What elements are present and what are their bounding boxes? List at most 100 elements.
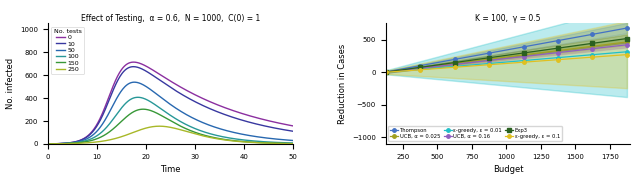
Exp3 [468, 59, 476, 61]
UCB, α = 0.16 [537, 53, 545, 56]
ε-greedy, ε = 0.1 [606, 55, 614, 57]
10 [130, 66, 138, 68]
UCB, α = 0.025 [433, 65, 441, 67]
ε-greedy, ε = 0.01 [572, 55, 579, 57]
10 [202, 106, 210, 108]
Exp3 [485, 57, 493, 59]
50 [131, 81, 138, 83]
ε-greedy, ε = 0.1 [502, 62, 510, 65]
ε-greedy, ε = 0.01 [399, 70, 407, 72]
UCB, α = 0.16 [416, 67, 424, 69]
Exp3 [589, 42, 596, 44]
100 [247, 140, 255, 142]
UCB, α = 0.16 [382, 71, 390, 73]
ε-greedy, ε = 0.01 [623, 51, 631, 53]
UCB, α = 0.16 [399, 69, 407, 71]
Thompson [502, 49, 510, 51]
100 [133, 96, 141, 98]
10 [289, 130, 296, 132]
Thompson [589, 33, 596, 35]
0 [44, 143, 52, 145]
ε-greedy, ε = 0.1 [554, 58, 562, 61]
50 [115, 93, 123, 96]
UCB, α = 0.025 [589, 45, 596, 47]
ε-greedy, ε = 0.01 [416, 68, 424, 70]
Thompson [382, 71, 390, 73]
Title: Effect of Testing,  α = 0.6,  N = 1000,  C(0) = 1: Effect of Testing, α = 0.6, N = 1000, C(… [81, 14, 260, 23]
ε-greedy, ε = 0.01 [502, 61, 510, 63]
10 [134, 66, 141, 68]
ε-greedy, ε = 0.1 [589, 56, 596, 58]
ε-greedy, ε = 0.1 [399, 70, 407, 72]
Thompson [433, 62, 441, 64]
250 [202, 136, 210, 138]
ε-greedy, ε = 0.1 [382, 71, 390, 73]
UCB, α = 0.16 [589, 48, 596, 50]
Title: K = 100,  γ = 0.5: K = 100, γ = 0.5 [476, 14, 541, 23]
150 [205, 135, 213, 138]
ε-greedy, ε = 0.01 [520, 59, 527, 62]
50 [289, 139, 296, 141]
50 [247, 135, 255, 137]
ε-greedy, ε = 0.1 [572, 57, 579, 59]
150 [115, 123, 123, 125]
Exp3 [623, 37, 631, 40]
ε-greedy, ε = 0.1 [520, 61, 527, 63]
150 [105, 131, 113, 134]
100 [134, 96, 142, 98]
UCB, α = 0.025 [416, 67, 424, 69]
UCB, α = 0.16 [502, 57, 510, 60]
ε-greedy, ε = 0.1 [433, 68, 441, 70]
UCB, α = 0.025 [451, 62, 458, 65]
ε-greedy, ε = 0.01 [589, 54, 596, 56]
UCB, α = 0.16 [433, 65, 441, 67]
ε-greedy, ε = 0.01 [382, 71, 390, 73]
250 [205, 136, 213, 138]
Exp3 [451, 61, 458, 64]
150 [247, 141, 255, 143]
UCB, α = 0.16 [554, 51, 562, 54]
UCB, α = 0.025 [554, 50, 562, 52]
Thompson [451, 58, 458, 60]
Line: UCB, α = 0.025: UCB, α = 0.025 [384, 40, 628, 74]
Line: Exp3: Exp3 [384, 37, 628, 74]
250 [289, 143, 296, 145]
Thompson [468, 55, 476, 57]
10 [205, 107, 213, 109]
50 [202, 123, 210, 125]
UCB, α = 0.025 [399, 69, 407, 71]
Exp3 [537, 50, 545, 52]
Thompson [623, 27, 631, 29]
0 [105, 96, 113, 99]
Exp3 [554, 47, 562, 49]
10 [105, 100, 113, 102]
ε-greedy, ε = 0.1 [416, 69, 424, 71]
Line: ε-greedy, ε = 0.1: ε-greedy, ε = 0.1 [384, 53, 628, 74]
50 [134, 82, 141, 84]
UCB, α = 0.16 [606, 46, 614, 48]
100 [205, 132, 213, 134]
UCB, α = 0.16 [485, 59, 493, 62]
10 [115, 77, 123, 79]
ε-greedy, ε = 0.01 [606, 52, 614, 54]
Exp3 [502, 54, 510, 56]
Line: 10: 10 [48, 67, 292, 144]
150 [133, 109, 141, 111]
100 [105, 124, 113, 126]
Thompson [485, 52, 493, 54]
UCB, α = 0.025 [623, 41, 631, 43]
250 [156, 125, 163, 127]
100 [289, 142, 296, 144]
Exp3 [399, 69, 407, 71]
UCB, α = 0.025 [485, 58, 493, 60]
Line: 100: 100 [48, 97, 292, 144]
Line: ε-greedy, ε = 0.01: ε-greedy, ε = 0.01 [384, 50, 628, 74]
UCB, α = 0.025 [537, 52, 545, 54]
UCB, α = 0.025 [520, 54, 527, 56]
UCB, α = 0.025 [502, 56, 510, 58]
UCB, α = 0.16 [623, 44, 631, 46]
250 [115, 136, 123, 139]
Exp3 [606, 40, 614, 42]
100 [202, 131, 210, 134]
Legend: 0, 10, 50, 100, 150, 250: 0, 10, 50, 100, 150, 250 [51, 26, 84, 74]
